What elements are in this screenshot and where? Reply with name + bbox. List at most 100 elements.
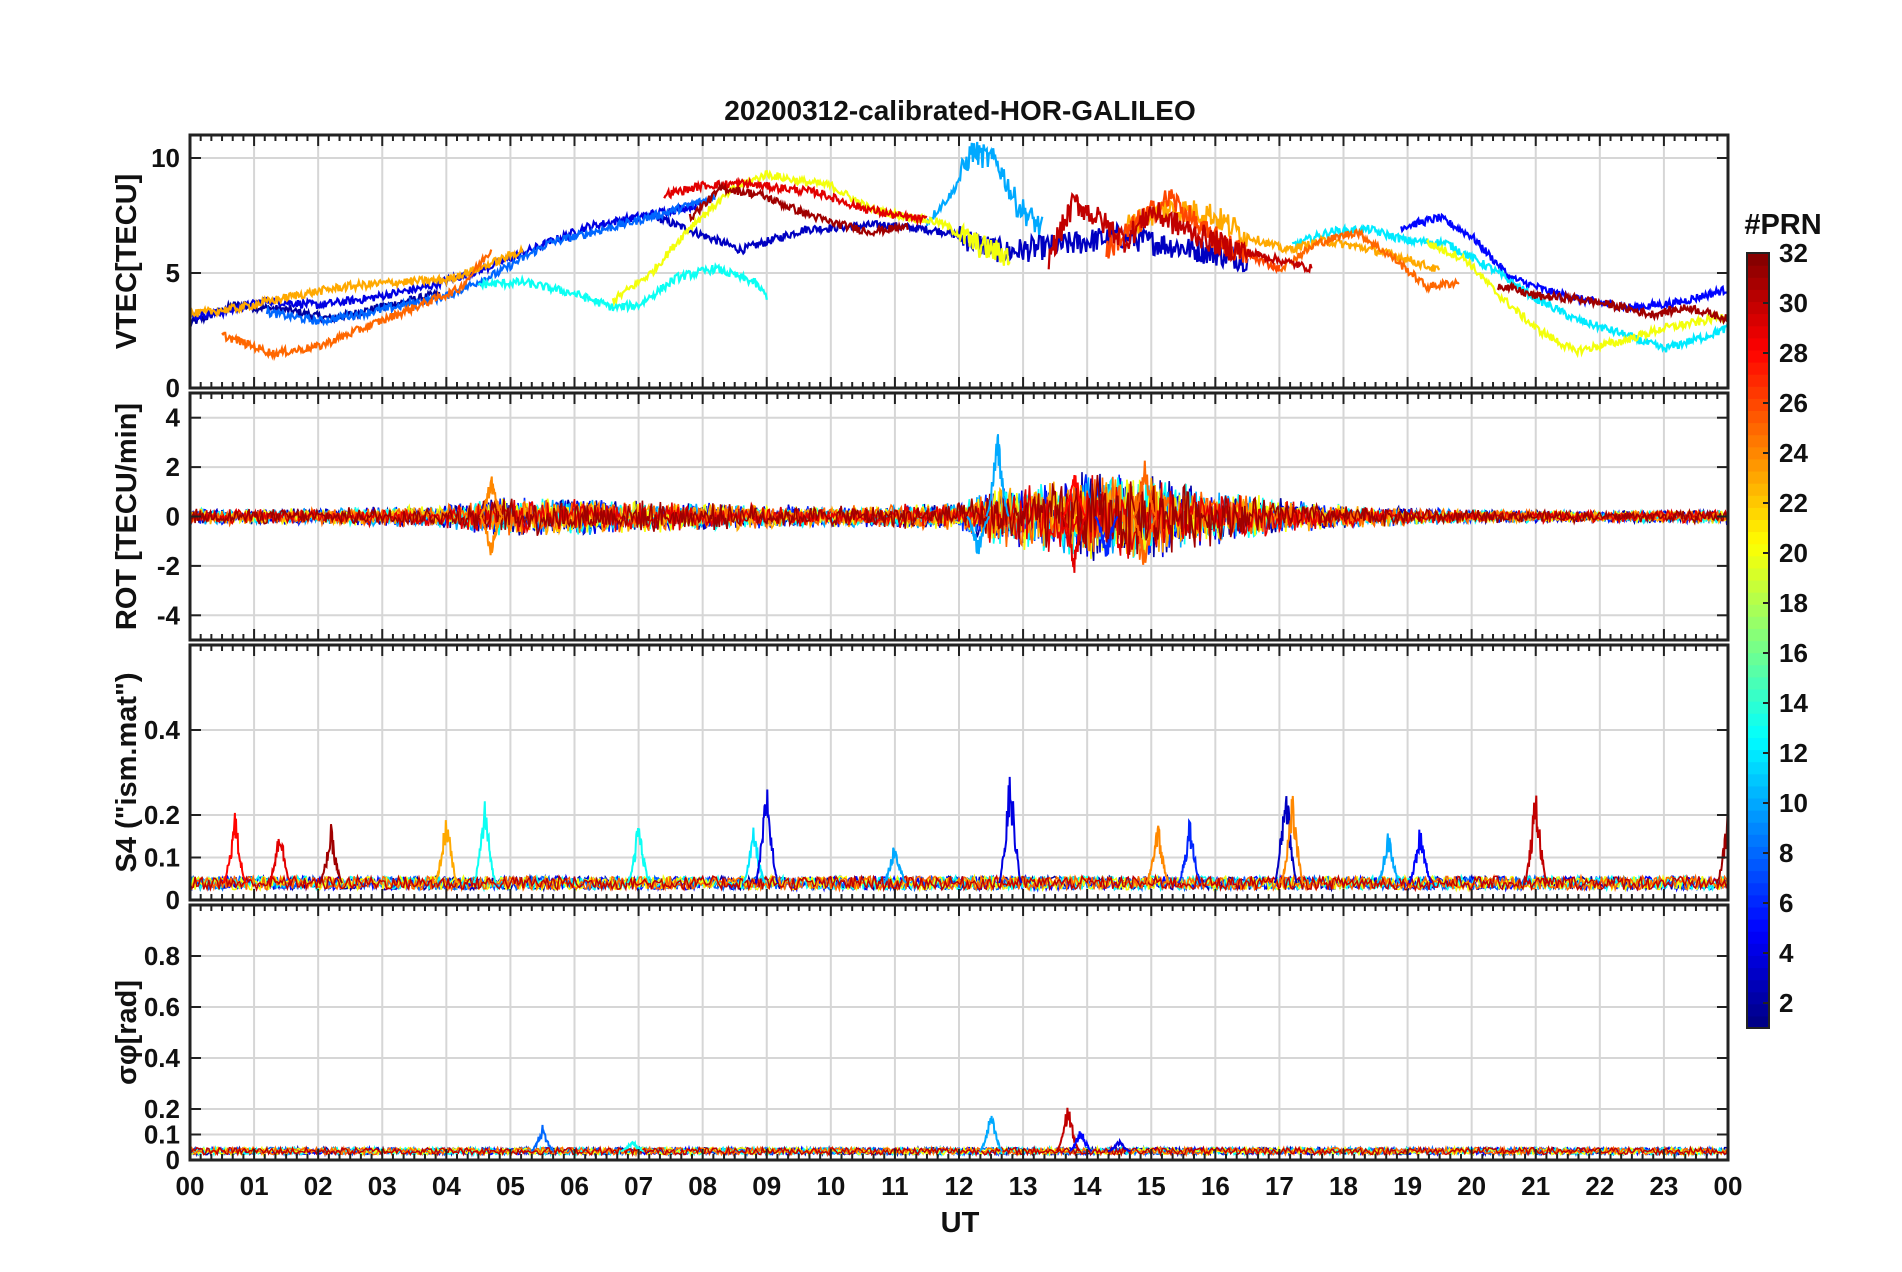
x-tick-label: 10 <box>816 1171 845 1201</box>
peak-prn-13 <box>620 1139 644 1153</box>
x-tick-label: 05 <box>496 1171 525 1201</box>
y-tick-label: 0.2 <box>144 1094 180 1124</box>
minor-ticks <box>189 645 1729 901</box>
data-lines <box>190 141 1728 362</box>
colorbar-tick-label: 6 <box>1779 888 1793 918</box>
x-tick-label: 09 <box>752 1171 781 1201</box>
panel-s4: 0 0.1 0.2 0.4S4 ("ism.mat") <box>111 643 1730 915</box>
peak-prn-30 <box>1523 795 1548 884</box>
series-line-prn-20 <box>1425 238 1728 359</box>
x-tick-labels: 00 01 02 03 04 05 06 07 08 09 10 11 12 13 14 15 16 17 18 19… <box>176 1171 1743 1201</box>
series-line-prn-23 <box>190 244 524 319</box>
peak-prn-29 <box>267 838 292 884</box>
series-line-prn-31 <box>688 181 909 238</box>
peak-prn-13 <box>472 801 497 884</box>
y-tick-label: 0.4 <box>144 715 181 745</box>
minor-ticks <box>189 393 1729 640</box>
y-tick-label: 0.4 <box>144 1043 181 1073</box>
y-axis-label: σφ[rad] <box>111 980 143 1085</box>
peak-prn-5 <box>1408 829 1433 884</box>
y-tick-label: 2 <box>166 452 180 482</box>
peak-prn-25 <box>1132 460 1157 518</box>
colorbar-tick-label: 12 <box>1779 738 1808 768</box>
peak-prn-28 <box>222 812 247 884</box>
y-tick-label: 0 <box>166 502 180 532</box>
peak-prn-8 <box>530 1124 555 1152</box>
y-axis-label: S4 ("ism.mat") <box>111 673 143 873</box>
peak-prn-23 <box>434 820 459 884</box>
y-tick-label: 0.1 <box>144 1120 180 1150</box>
x-tick-label: 15 <box>1137 1171 1166 1201</box>
x-tick-label: 07 <box>624 1171 653 1201</box>
series-line-prn-25 <box>1279 227 1460 294</box>
data-lines <box>190 434 1728 573</box>
colorbar-tick-label: 24 <box>1779 438 1808 468</box>
x-tick-label: 19 <box>1393 1171 1422 1201</box>
y-tick-label: 5 <box>166 258 180 288</box>
series-line-prn-25 <box>221 249 493 362</box>
panel-vtec: 0 5 10 VTEC[TECU] <box>111 133 1730 403</box>
data-lines <box>190 776 1728 893</box>
colorbar-label: #PRN <box>1744 209 1821 241</box>
peak-prn-24 <box>1280 795 1305 884</box>
x-tick-label: 00 <box>176 1171 205 1201</box>
y-tick-label: 0.6 <box>144 992 180 1022</box>
x-tick-label: 23 <box>1649 1171 1678 1201</box>
x-tick-label: 22 <box>1585 1171 1614 1201</box>
peak-prn-31 <box>319 824 343 884</box>
x-tick-label: 08 <box>688 1171 717 1201</box>
y-tick-label: 0 <box>166 885 180 915</box>
x-tick-label: 14 <box>1073 1171 1102 1201</box>
colorbar-tick-label: 10 <box>1779 788 1808 818</box>
colorbar-tick-label: 30 <box>1779 288 1808 318</box>
colorbar-tick-label: 18 <box>1779 588 1808 618</box>
x-tick-label: 03 <box>368 1171 397 1201</box>
colorbar-tick-label: 16 <box>1779 638 1808 668</box>
peak-prn-4 <box>754 789 779 884</box>
peak-prn-10 <box>966 515 991 555</box>
peak-prn-10 <box>979 1115 1003 1152</box>
x-tick-label: 04 <box>432 1171 461 1201</box>
peak-prn-10 <box>985 434 1010 518</box>
series-line-prn-3 <box>656 211 1249 273</box>
peak-prn-24 <box>479 476 504 518</box>
rot-noise-prn-31 <box>190 474 1728 555</box>
y-tick-label: -2 <box>157 551 180 581</box>
peak-prn-12 <box>742 827 766 884</box>
colorbar-tick-label: 28 <box>1779 338 1808 368</box>
peak-prn-4 <box>1107 1137 1131 1153</box>
x-tick-label: 16 <box>1201 1171 1230 1201</box>
colorbar-tick-label: 14 <box>1779 688 1808 718</box>
series-line-prn-31 <box>1496 281 1728 326</box>
peak-prn-4 <box>998 776 1023 884</box>
peak-prn-6 <box>1094 515 1119 557</box>
x-tick-label: 02 <box>304 1171 333 1201</box>
colorbar-tick-label: 22 <box>1779 488 1808 518</box>
colorbar-tick-label: 4 <box>1779 938 1794 968</box>
series-line-prn-12 <box>1291 223 1728 353</box>
peak-prn-29 <box>1062 515 1087 573</box>
y-tick-label: 0.8 <box>144 941 180 971</box>
y-tick-label: 0 <box>166 1145 180 1175</box>
x-tick-label: 00 <box>1714 1171 1743 1201</box>
x-tick-label: 12 <box>945 1171 974 1201</box>
colorbar-tick-label: 8 <box>1779 838 1793 868</box>
peak-prn-25 <box>1132 515 1157 565</box>
x-tick-label: 21 <box>1521 1171 1550 1201</box>
peak-prn-13 <box>626 827 651 884</box>
y-axis-label: VTEC[TECU] <box>111 174 143 350</box>
series-line-prn-20 <box>611 169 1011 307</box>
x-tick-label: 20 <box>1457 1171 1486 1201</box>
peak-prn-24 <box>1145 825 1170 884</box>
y-tick-label: 4 <box>166 403 181 433</box>
peak-prn-28 <box>1062 474 1087 518</box>
x-tick-label: 06 <box>560 1171 589 1201</box>
colorbar-tick-label: 26 <box>1779 388 1808 418</box>
panel-rot: -4 -2 0 2 4 ROT [TECU/min] <box>111 391 1730 642</box>
x-tick-label: 18 <box>1329 1171 1358 1201</box>
colorbar-tick-label: 2 <box>1779 988 1793 1018</box>
grid <box>189 905 1729 1161</box>
x-tick-label: 01 <box>240 1171 269 1201</box>
baseline-prn-30 <box>190 873 1728 893</box>
